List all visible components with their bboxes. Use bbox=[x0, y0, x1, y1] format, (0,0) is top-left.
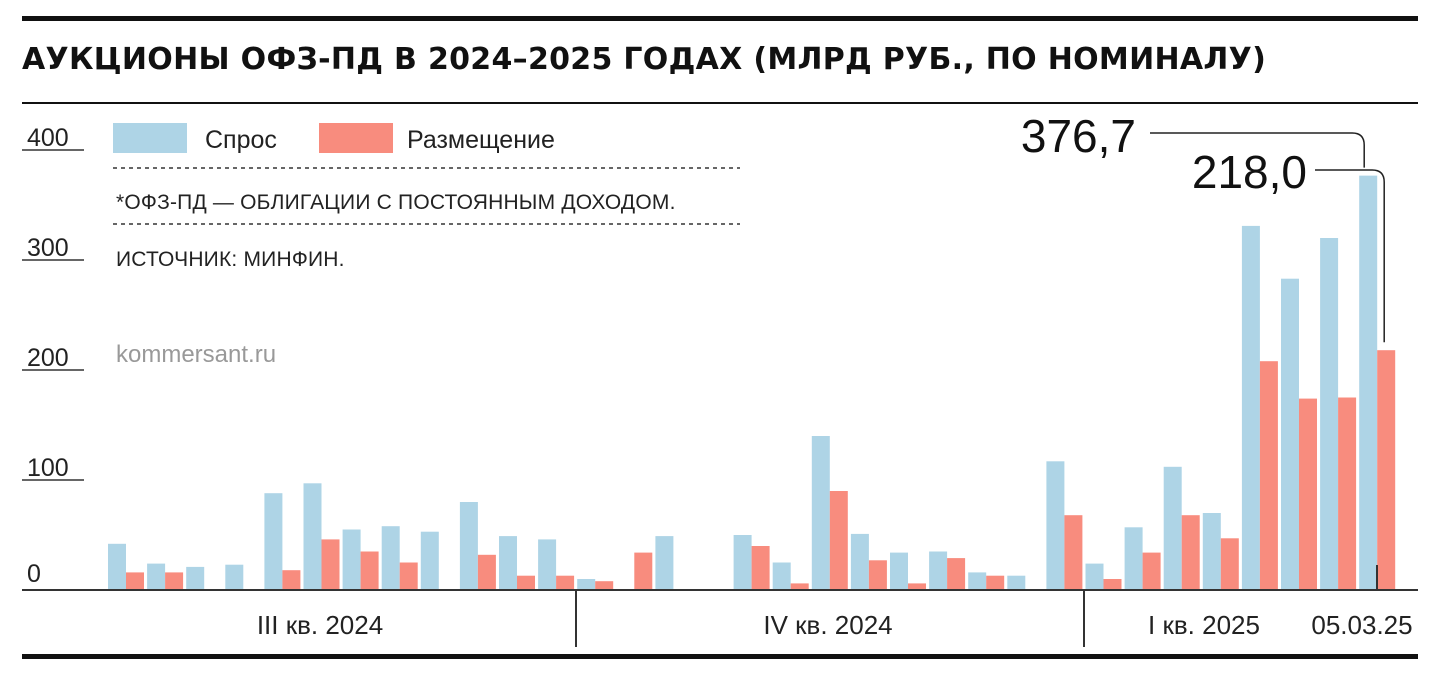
bar-demand bbox=[733, 535, 752, 590]
y-tick-label: 0 bbox=[27, 560, 41, 588]
bar-demand bbox=[186, 566, 205, 590]
bar-demand bbox=[929, 551, 948, 590]
bar-placement bbox=[751, 546, 770, 590]
bar-demand bbox=[108, 543, 126, 590]
bar-demand bbox=[342, 529, 361, 590]
bar-demand bbox=[1359, 175, 1378, 590]
bar-demand bbox=[225, 564, 244, 590]
site-credit: kommersant.ru bbox=[116, 341, 276, 368]
bar-placement bbox=[165, 572, 184, 590]
bar-placement bbox=[1181, 515, 1200, 590]
bar-placement bbox=[790, 583, 809, 590]
bar-demand bbox=[1163, 466, 1182, 590]
bar-placement bbox=[829, 491, 848, 590]
bar-placement bbox=[321, 539, 340, 590]
legend-label-demand: Спрос bbox=[205, 126, 277, 154]
bar-demand bbox=[1241, 225, 1260, 590]
bar-demand bbox=[811, 436, 830, 590]
bar-placement bbox=[556, 575, 575, 590]
annotation-leader-placement bbox=[1315, 169, 1385, 343]
bar-placement bbox=[1142, 552, 1161, 590]
bar-demand bbox=[772, 562, 791, 590]
annotation-leader-demand bbox=[1150, 132, 1365, 168]
bar-placement bbox=[634, 552, 653, 590]
bar-demand bbox=[1046, 461, 1065, 590]
bar-demand bbox=[1085, 563, 1104, 590]
bar-demand bbox=[1320, 238, 1339, 590]
footnote: *ОФЗ-ПД — ОБЛИГАЦИИ С ПОСТОЯННЫМ ДОХОДОМ… bbox=[116, 191, 676, 214]
bar-demand bbox=[303, 483, 322, 590]
bar-placement bbox=[126, 572, 144, 590]
bar-placement bbox=[595, 581, 614, 590]
bar-placement bbox=[477, 554, 496, 590]
chart-title: АУКЦИОНЫ ОФЗ-ПД В 2024–2025 ГОДАХ (МЛРД … bbox=[22, 42, 1267, 77]
annotation-placement-value: 218,0 bbox=[1192, 146, 1307, 198]
bar-placement bbox=[1338, 397, 1357, 590]
top-rule bbox=[22, 16, 1418, 21]
bar-placement bbox=[1220, 538, 1239, 590]
bar-demand bbox=[1007, 575, 1026, 590]
source-note: ИСТОЧНИК: МИНФИН. bbox=[116, 248, 345, 271]
bar-demand bbox=[147, 563, 166, 590]
y-tick-label: 100 bbox=[27, 454, 69, 482]
bar-placement bbox=[399, 562, 418, 590]
bar-demand bbox=[420, 531, 439, 590]
bar-demand bbox=[1124, 527, 1143, 590]
period-label-q4-2024: IV кв. 2024 bbox=[763, 610, 892, 640]
title-underline bbox=[22, 102, 1418, 104]
period-label-q3-2024: III кв. 2024 bbox=[257, 610, 383, 640]
y-tick-label: 200 bbox=[27, 344, 69, 372]
bar-demand bbox=[850, 533, 869, 590]
annotation-demand-value: 376,7 bbox=[1021, 110, 1136, 162]
legend-swatch-demand bbox=[113, 123, 187, 153]
bar-placement bbox=[1259, 361, 1278, 590]
last-date-label: 05.03.25 bbox=[1311, 610, 1412, 640]
bar-placement bbox=[282, 570, 301, 590]
bar-demand bbox=[538, 539, 557, 590]
bar-placement bbox=[1064, 515, 1083, 590]
bar-placement bbox=[908, 583, 926, 590]
bar-demand bbox=[968, 572, 987, 590]
y-tick-label: 300 bbox=[27, 234, 69, 262]
bar-demand bbox=[459, 502, 478, 590]
bar-demand bbox=[264, 493, 283, 590]
bar-placement bbox=[1377, 350, 1396, 590]
bar-placement bbox=[1299, 398, 1317, 590]
bar-demand bbox=[1202, 513, 1221, 590]
bar-placement bbox=[986, 575, 1005, 590]
bar-placement bbox=[517, 575, 535, 590]
bars bbox=[108, 175, 1396, 590]
bar-placement bbox=[1103, 579, 1122, 590]
period-label-q1-2025: I кв. 2025 bbox=[1148, 610, 1260, 640]
bottom-rule bbox=[22, 654, 1418, 659]
bar-demand bbox=[1281, 278, 1299, 590]
legend-swatch-placement bbox=[319, 123, 393, 153]
bar-placement bbox=[947, 558, 966, 590]
bar-placement bbox=[360, 551, 379, 590]
y-axis: 0 100 200 300 400 bbox=[22, 124, 84, 588]
bar-placement bbox=[868, 560, 887, 590]
bar-demand bbox=[499, 536, 517, 590]
bar-demand bbox=[577, 579, 596, 590]
bar-demand bbox=[890, 552, 908, 590]
bar-demand bbox=[655, 536, 674, 590]
bar-demand bbox=[381, 526, 400, 590]
legend-label-placement: Размещение bbox=[407, 126, 555, 154]
y-tick-label: 400 bbox=[27, 124, 69, 152]
